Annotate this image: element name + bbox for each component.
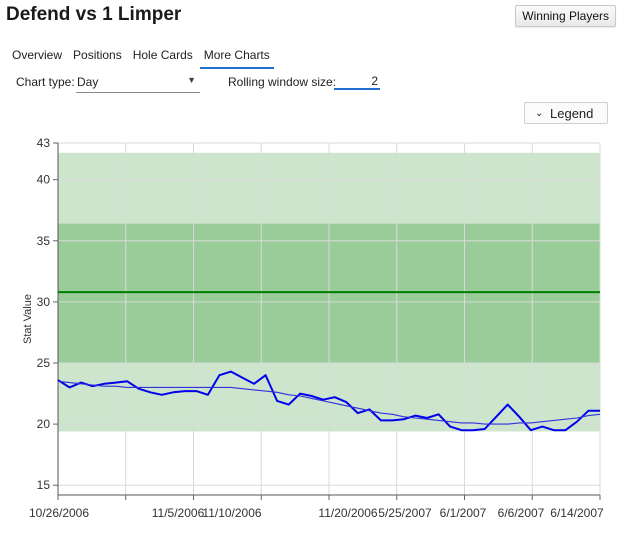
y-tick-label: 30 — [37, 295, 51, 309]
y-tick-label: 35 — [37, 234, 51, 248]
chart-grid — [57, 142, 601, 495]
x-tick-label: 11/10/2006 — [202, 506, 261, 520]
tab-more-charts[interactable]: More Charts — [199, 46, 274, 69]
legend-toggle-button[interactable]: ⌄ Legend — [524, 102, 608, 124]
rolling-window-input[interactable]: 2 — [334, 73, 380, 90]
chart-type-value: Day — [77, 75, 99, 89]
tab-positions[interactable]: Positions — [73, 48, 122, 62]
range-band-1 — [58, 223, 600, 363]
legend-label: Legend — [550, 106, 594, 121]
series-line-trend — [57, 380, 601, 425]
dropdown-arrow-icon: ▼ — [187, 75, 196, 85]
y-tick-label: 20 — [37, 417, 51, 431]
y-tick-label: 15 — [37, 478, 51, 492]
tab-overview[interactable]: Overview — [12, 48, 63, 62]
chevron-down-icon: ⌄ — [535, 108, 544, 119]
x-tick-label: 5/25/2007 — [378, 506, 432, 520]
tab-bar: Overview Positions Hole Cards More Chart… — [8, 46, 277, 69]
range-band-0 — [58, 152, 600, 432]
x-tick-label: 6/14/2007 — [550, 506, 604, 520]
chart-type-select[interactable]: Day ▼ — [76, 73, 200, 93]
x-tick-label: 11/5/2006 — [152, 506, 205, 520]
rolling-window-label: Rolling window size: — [228, 75, 337, 89]
y-tick-label: 43 — [37, 136, 51, 150]
x-tick-label: 6/1/2007 — [440, 506, 487, 520]
y-tick-label: 40 — [37, 173, 51, 187]
chart-series — [57, 291, 601, 432]
x-tick-label: 6/6/2007 — [498, 506, 545, 520]
y-tick-label: 25 — [37, 356, 51, 370]
chart-labels: 15 20 25 30 35 40 43 10/26/2006 11/5/200611/10/2… — [22, 136, 604, 520]
x-tick-label: 10/26/2006 — [29, 506, 89, 520]
y-axis-label: Stat Value — [22, 294, 34, 344]
x-tick-label: 11/20/2006 — [318, 506, 377, 520]
page-title: Defend vs 1 Limper — [6, 4, 182, 25]
chart-axes — [53, 142, 601, 500]
series-line-rolling — [57, 370, 600, 432]
tab-hole-cards[interactable]: Hole Cards — [132, 48, 193, 62]
chart-type-label: Chart type: — [16, 75, 75, 89]
chart-bands — [58, 152, 600, 432]
winning-players-button[interactable]: Winning Players — [515, 5, 616, 27]
